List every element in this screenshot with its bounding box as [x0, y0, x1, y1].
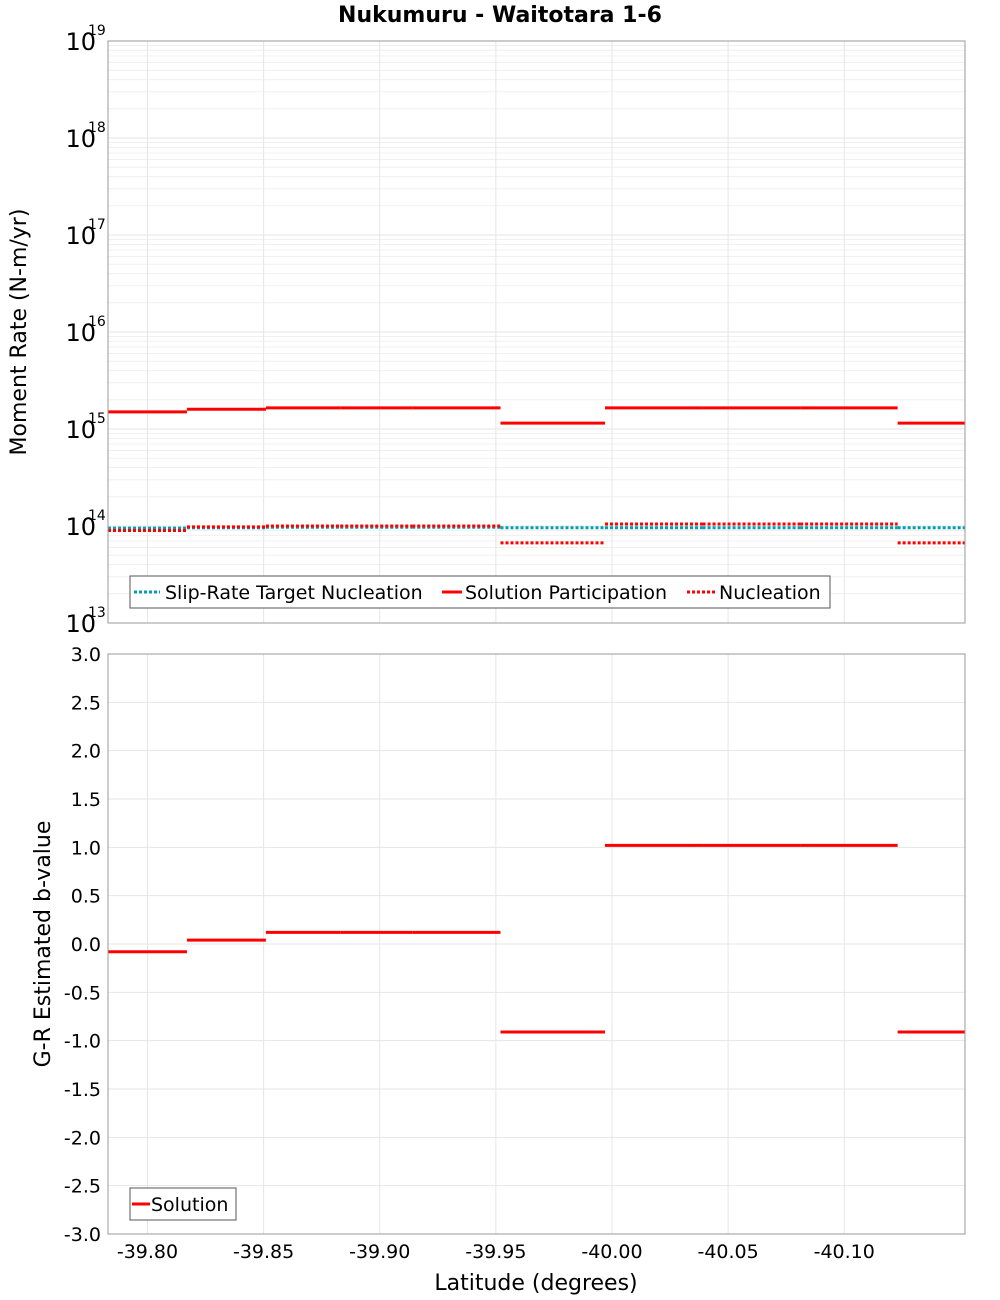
moment-rate-y-tick-exponent: 17 — [88, 217, 106, 233]
moment-rate-y-tick-base: 10 — [65, 319, 96, 347]
b-value-frame — [107, 653, 966, 1235]
b-value-y-tick-label: 0.5 — [71, 886, 101, 908]
moment-rate-y-tick-base: 10 — [65, 28, 96, 56]
moment-rate-y-tick-exponent: 18 — [88, 120, 106, 136]
x-tick-label: -40.00 — [581, 1241, 642, 1263]
b-value-y-tick-label: -2.0 — [64, 1127, 101, 1149]
b-value-y-tick-label: -1.0 — [64, 1031, 101, 1053]
legend-label-solution-participation: Solution Participation — [465, 582, 667, 604]
b-value-legend: Solution — [129, 1187, 237, 1221]
b-value-y-tick-label: 2.0 — [71, 741, 101, 763]
moment-rate-y-tick-base: 10 — [65, 222, 96, 250]
b-value-y-ticks: 3.0 2.5 2.0 1.5 1.0 0.5 0.0 -0.5 -1.0 -1.5 -2.0 -2.… — [64, 644, 101, 1246]
moment-rate-legend: Slip-Rate Target Nucleation Solution Par… — [129, 575, 831, 609]
moment-rate-y-tick-exponent: 15 — [88, 411, 106, 427]
b-value-y-tick-label: -3.0 — [64, 1224, 101, 1246]
x-tick-label: -39.85 — [233, 1241, 294, 1263]
moment-rate-y-tick-exponent: 13 — [88, 605, 106, 621]
b-value-y-tick-label: 2.5 — [71, 692, 101, 714]
moment-rate-y-tick-base: 10 — [65, 513, 96, 541]
legend-label-solution: Solution — [151, 1194, 228, 1216]
b-value-y-tick-label: 1.5 — [71, 789, 101, 811]
moment-rate-y-tick-base: 10 — [65, 125, 96, 153]
x-tick-label: -39.80 — [117, 1241, 178, 1263]
legend-label-nucleation: Nucleation — [719, 582, 821, 604]
x-tick-label: -39.90 — [349, 1241, 410, 1263]
x-tick-label: -39.95 — [465, 1241, 526, 1263]
series-nucleation — [108, 522, 965, 545]
b-value-y-axis-title: G-R Estimated b-value — [31, 821, 56, 1068]
moment-rate-y-tick-base: 10 — [65, 610, 96, 638]
moment-rate-y-tick-base: 10 — [65, 416, 96, 444]
moment-rate-y-axis-title: Moment Rate (N-m/yr) — [7, 209, 32, 456]
x-ticks: -39.80 -39.85 -39.90 -39.95 -40.00 -40.05 -40.… — [117, 1241, 875, 1263]
x-tick-label: -40.10 — [814, 1241, 875, 1263]
b-value-panel: 3.0 2.5 2.0 1.5 1.0 0.5 0.0 -0.5 -1.0 -1.5 -2.0 -2.… — [31, 644, 966, 1296]
b-value-y-tick-label: -0.5 — [64, 982, 101, 1004]
moment-rate-frame — [107, 40, 966, 624]
moment-rate-y-tick-exponent: 16 — [88, 314, 106, 330]
chart-title: Nukumuru - Waitotara 1-6 — [338, 3, 662, 28]
x-axis-title: Latitude (degrees) — [434, 1271, 637, 1296]
moment-rate-grid — [108, 40, 965, 624]
b-value-y-tick-label: -2.5 — [64, 1176, 101, 1198]
b-value-y-tick-label: -1.5 — [64, 1079, 101, 1101]
moment-rate-series — [108, 406, 965, 545]
b-value-series — [108, 843, 965, 1034]
x-tick-label: -40.05 — [697, 1241, 758, 1263]
legend-label-slip-rate-target: Slip-Rate Target Nucleation — [165, 582, 423, 604]
series-solution — [108, 843, 965, 1034]
b-value-y-tick-label: 3.0 — [71, 644, 101, 666]
moment-rate-y-tick-exponent: 14 — [88, 508, 106, 524]
b-value-y-tick-label: 0.0 — [71, 934, 101, 956]
moment-rate-y-tick-exponent: 19 — [88, 23, 106, 39]
b-value-y-tick-label: 1.0 — [71, 837, 101, 859]
series-solution-participation — [108, 406, 965, 425]
